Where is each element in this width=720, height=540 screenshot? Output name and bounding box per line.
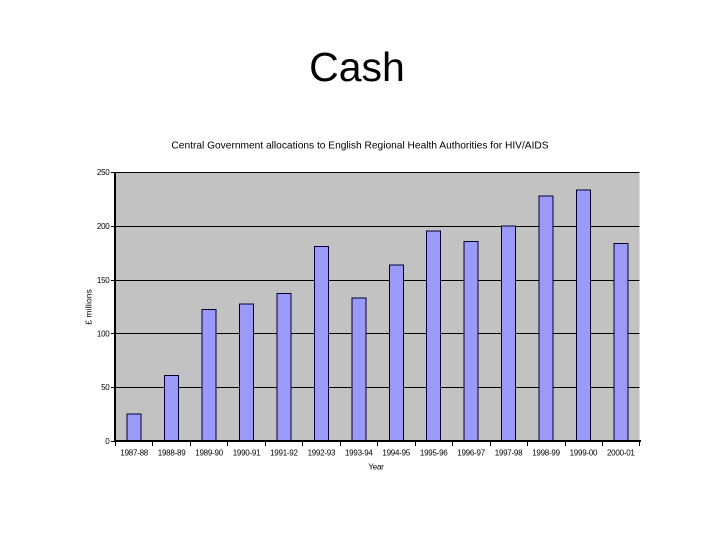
svg-text:1994-95: 1994-95 <box>382 448 410 457</box>
svg-text:1992-93: 1992-93 <box>308 448 336 457</box>
svg-text:150: 150 <box>97 276 110 285</box>
svg-text:£ millions: £ millions <box>84 289 94 324</box>
svg-text:Year: Year <box>368 462 384 471</box>
svg-text:250: 250 <box>97 168 110 177</box>
svg-text:200: 200 <box>97 222 110 231</box>
svg-text:Central Government allocations: Central Government allocations to Englis… <box>171 141 548 152</box>
svg-text:2000-01: 2000-01 <box>607 448 635 457</box>
svg-text:1991-92: 1991-92 <box>270 448 298 457</box>
svg-text:0: 0 <box>105 437 110 446</box>
svg-text:100: 100 <box>97 329 110 338</box>
svg-text:50: 50 <box>101 383 110 392</box>
svg-text:1993-94: 1993-94 <box>345 448 373 457</box>
svg-text:1987-88: 1987-88 <box>120 448 148 457</box>
svg-text:1998-99: 1998-99 <box>532 448 560 457</box>
svg-text:1988-89: 1988-89 <box>158 448 186 457</box>
svg-text:1999-00: 1999-00 <box>570 448 598 457</box>
svg-text:1995-96: 1995-96 <box>420 448 448 457</box>
svg-text:1990-91: 1990-91 <box>233 448 261 457</box>
svg-text:1989-90: 1989-90 <box>195 448 223 457</box>
svg-text:1996-97: 1996-97 <box>457 448 485 457</box>
svg-text:1997-98: 1997-98 <box>495 448 523 457</box>
